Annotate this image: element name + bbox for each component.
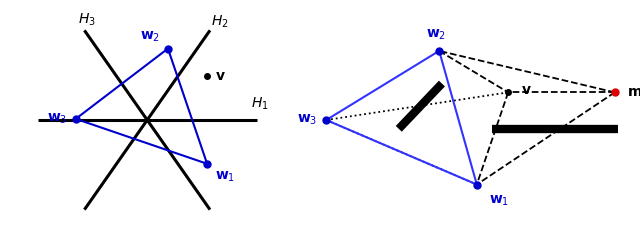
Text: $\mathbf{w}_3$: $\mathbf{w}_3$ [296, 113, 317, 127]
Text: $\mathbf{w}_3$: $\mathbf{w}_3$ [47, 112, 68, 126]
Text: $\mathbf{v}$: $\mathbf{v}$ [521, 83, 532, 97]
Text: $\mathbf{m}$: $\mathbf{m}$ [627, 85, 640, 99]
Text: $\mathbf{w}_2$: $\mathbf{w}_2$ [426, 27, 446, 42]
Text: $\mathbf{w}_1$: $\mathbf{w}_1$ [215, 169, 236, 184]
Text: $H_3$: $H_3$ [77, 12, 95, 28]
Text: $H_2$: $H_2$ [211, 14, 228, 30]
Text: $\mathbf{v}$: $\mathbf{v}$ [215, 69, 226, 83]
Text: $\mathbf{w}_2$: $\mathbf{w}_2$ [140, 30, 160, 44]
Text: $H_1$: $H_1$ [251, 96, 269, 112]
Text: $\mathbf{w}_1$: $\mathbf{w}_1$ [490, 194, 509, 208]
